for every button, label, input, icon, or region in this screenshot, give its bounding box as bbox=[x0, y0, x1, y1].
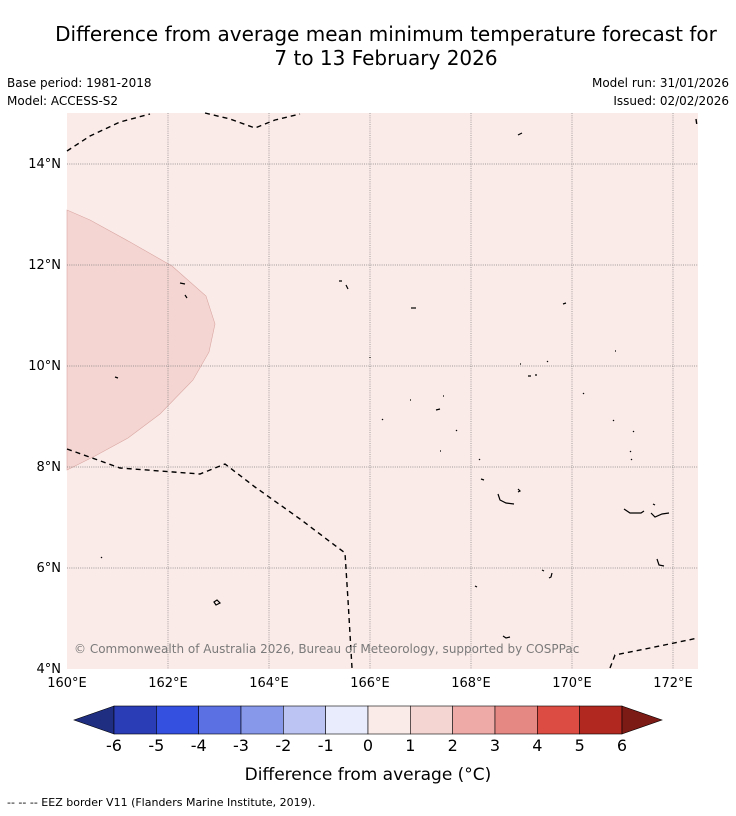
colorbar-segment bbox=[240, 705, 284, 735]
colorbar-extension-high bbox=[621, 705, 663, 735]
title-line-2: 7 to 13 February 2026 bbox=[274, 46, 498, 70]
lat-label: 8°N bbox=[37, 460, 62, 475]
lon-label: 168°E bbox=[451, 676, 491, 691]
graticule bbox=[67, 113, 698, 669]
colorbar-segment bbox=[283, 705, 326, 735]
colorbar-tick-label: -4 bbox=[191, 736, 207, 755]
island bbox=[100, 556, 103, 559]
colorbar-tick-label: 2 bbox=[448, 736, 458, 755]
colorbar-segment bbox=[325, 705, 369, 735]
eez-borders bbox=[66, 112, 699, 669]
island bbox=[541, 569, 553, 579]
island bbox=[582, 392, 585, 395]
eez-border-west bbox=[66, 448, 353, 669]
colorbar-tick-label: 3 bbox=[490, 736, 500, 755]
colorbar-segment bbox=[410, 705, 453, 735]
island bbox=[339, 280, 349, 290]
anomaly-area bbox=[66, 209, 216, 471]
lon-label: 172°E bbox=[653, 676, 693, 691]
colorbar-segment bbox=[198, 705, 242, 735]
meta-left: Base period: 1981-2018 Model: ACCESS-S2 bbox=[7, 74, 152, 110]
island bbox=[114, 376, 119, 379]
lon-label: 160°E bbox=[47, 676, 87, 691]
island bbox=[517, 132, 523, 136]
issued-date: Issued: 02/02/2026 bbox=[613, 94, 729, 108]
lon-label: 162°E bbox=[148, 676, 188, 691]
island bbox=[612, 419, 635, 433]
colorbar-segment bbox=[494, 705, 538, 735]
island bbox=[517, 488, 522, 493]
island bbox=[478, 458, 481, 461]
island bbox=[179, 282, 188, 299]
model-run: Model run: 31/01/2026 bbox=[591, 76, 729, 90]
colorbar-segment bbox=[452, 705, 496, 735]
colorbar-tick-label: 4 bbox=[532, 736, 542, 755]
lon-label: 166°E bbox=[350, 676, 390, 691]
map-figure: © Commonwealth of Australia 2026, Bureau… bbox=[28, 112, 699, 785]
eez-border-northeast bbox=[695, 118, 698, 127]
lon-label: 164°E bbox=[249, 676, 289, 691]
footer-note: -- -- -- EEZ border V11 (Flanders Marine… bbox=[7, 796, 316, 809]
island bbox=[520, 360, 549, 365]
colorbar-segment bbox=[367, 705, 411, 735]
island bbox=[656, 558, 665, 567]
island bbox=[650, 512, 670, 518]
map-title: Difference from average mean minimum tem… bbox=[0, 22, 736, 70]
lat-label: 10°N bbox=[28, 359, 61, 374]
island bbox=[629, 450, 633, 461]
colorbar-labels: -6 -5 -4 -3 -2 -1 0 1 2 3 4 5 6 bbox=[106, 736, 627, 755]
colorbar-segment bbox=[537, 705, 580, 735]
island bbox=[410, 395, 444, 411]
islands bbox=[100, 132, 670, 639]
base-period: Base period: 1981-2018 bbox=[7, 76, 152, 90]
longitude-labels: 160°E 162°E 164°E 166°E 168°E 170°E 172°… bbox=[47, 676, 693, 691]
colorbar-tick-label: 0 bbox=[363, 736, 373, 755]
island bbox=[623, 508, 645, 514]
meta-right: Model run: 31/01/2026 Issued: 02/02/2026 bbox=[592, 74, 729, 110]
island bbox=[474, 585, 478, 588]
map-credit: © Commonwealth of Australia 2026, Bureau… bbox=[74, 642, 579, 656]
island bbox=[497, 493, 515, 505]
island bbox=[562, 302, 567, 305]
island bbox=[381, 418, 384, 421]
eez-border-north-2 bbox=[204, 112, 301, 129]
colorbar-segment bbox=[579, 705, 623, 735]
island bbox=[502, 635, 511, 639]
lat-label: 4°N bbox=[37, 662, 62, 677]
lat-label: 14°N bbox=[28, 157, 61, 172]
title-line-1: Difference from average mean minimum tem… bbox=[55, 22, 717, 46]
colorbar-segment bbox=[156, 705, 199, 735]
colorbar-tick-label: -1 bbox=[318, 736, 334, 755]
colorbar-segment bbox=[113, 705, 157, 735]
island bbox=[213, 599, 222, 606]
colorbar-extension-low bbox=[73, 705, 115, 735]
eez-border-north bbox=[66, 113, 151, 152]
colorbar-title: Difference from average (°C) bbox=[245, 765, 492, 785]
latitude-labels: 14°N 12°N 10°N 8°N 6°N 4°N bbox=[28, 157, 61, 677]
colorbar-tick-label: 5 bbox=[575, 736, 585, 755]
model-name: Model: ACCESS-S2 bbox=[7, 94, 119, 108]
colorbar-tick-label: -6 bbox=[106, 736, 122, 755]
lat-label: 6°N bbox=[37, 561, 62, 576]
eez-border-southeast bbox=[609, 637, 699, 669]
colorbar-tick-label: -2 bbox=[275, 736, 291, 755]
lat-label: 12°N bbox=[28, 258, 61, 273]
island bbox=[652, 503, 656, 506]
colorbar-tick-label: -3 bbox=[233, 736, 249, 755]
island bbox=[455, 429, 458, 432]
island bbox=[528, 374, 537, 377]
lon-label: 170°E bbox=[552, 676, 592, 691]
colorbar bbox=[73, 705, 663, 735]
colorbar-tick-label: 6 bbox=[617, 736, 627, 755]
colorbar-tick-label: 1 bbox=[405, 736, 415, 755]
colorbar-tick-label: -5 bbox=[148, 736, 164, 755]
island bbox=[480, 478, 485, 481]
